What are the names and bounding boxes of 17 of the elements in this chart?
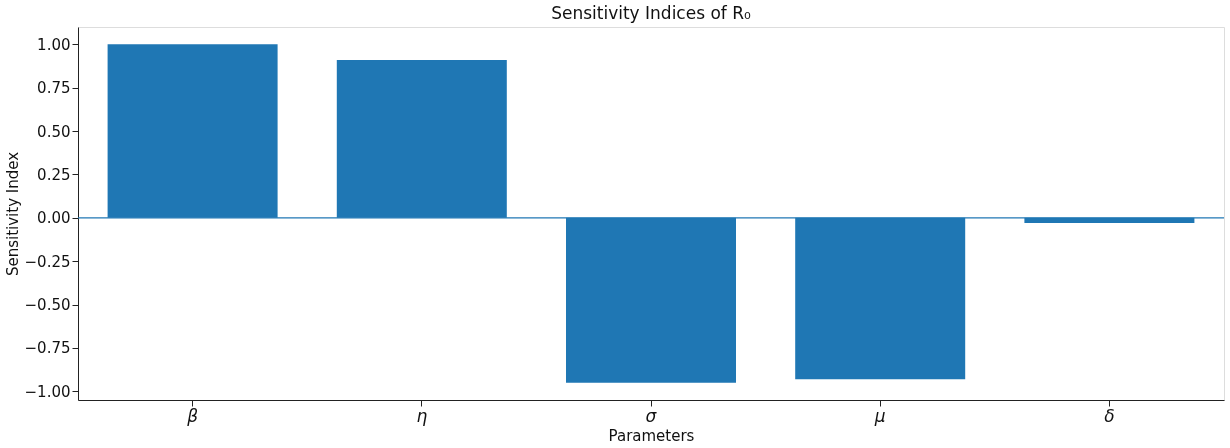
x-tick-label: β	[186, 405, 199, 426]
y-tick-label: 0.75	[37, 79, 71, 98]
y-tick-label: −0.25	[24, 252, 71, 271]
x-tick-label: σ	[645, 405, 658, 426]
y-tick-label: −1.00	[24, 382, 71, 401]
y-tick-label: 0.50	[37, 122, 71, 141]
x-tick-label: δ	[1104, 405, 1115, 426]
y-tick-label: −0.50	[24, 296, 71, 315]
y-tick-label: 0.25	[37, 165, 71, 184]
y-tick-label: 1.00	[37, 35, 71, 54]
x-axis-title: Parameters	[608, 426, 695, 445]
y-axis-title: Sensitivity Index	[3, 151, 22, 277]
x-tick-label: μ	[873, 405, 886, 426]
x-tick-label: η	[416, 405, 428, 426]
y-tick-label: −0.75	[24, 339, 71, 358]
chart-title: Sensitivity Indices of R₀	[551, 3, 752, 23]
y-tick-label: 0.00	[37, 209, 71, 228]
